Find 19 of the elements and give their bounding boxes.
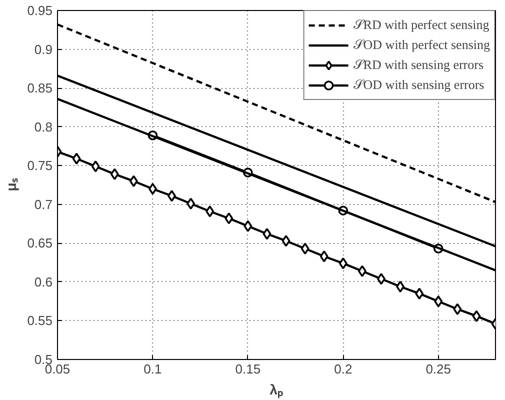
- y-axis-title: μₛ: [3, 178, 20, 192]
- x-axis-title: λₚ: [270, 382, 284, 398]
- y-tick-label: 0.95: [27, 3, 53, 18]
- x-tick-label: 0.25: [426, 362, 452, 376]
- y-tick-label: 0.7: [34, 196, 53, 212]
- legend-label: 𝒮RD with perfect sensing: [353, 17, 490, 33]
- y-tick-label: 0.6: [34, 274, 53, 290]
- legend-label: 𝒮OD with perfect sensing: [353, 37, 490, 53]
- x-tick-label: 0.1: [144, 362, 162, 376]
- legend-label: 𝒮RD with sensing errors: [353, 57, 484, 73]
- x-tick-label: 0.15: [235, 362, 261, 376]
- y-tick-label: 0.85: [27, 80, 53, 96]
- x-tick-label: 0.2: [334, 362, 352, 376]
- y-tick-label: 0.9: [34, 42, 53, 57]
- legend-label: 𝒮OD with sensing errors: [353, 77, 484, 93]
- y-tick-label: 0.55: [27, 313, 53, 328]
- y-tick-label: 0.8: [34, 119, 53, 134]
- y-tick-label: 0.75: [27, 158, 53, 174]
- y-tick-label: 0.65: [27, 236, 53, 251]
